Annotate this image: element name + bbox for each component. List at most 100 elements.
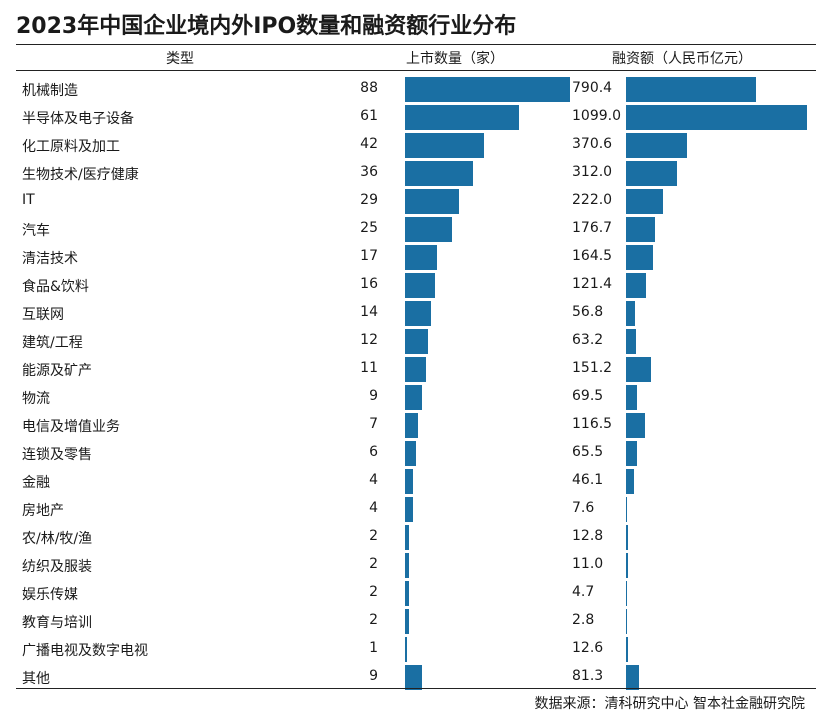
amount-value-label: 63.2 <box>572 332 604 348</box>
amount-value-label: 7.6 <box>572 500 595 516</box>
amount-bar <box>626 385 638 410</box>
amount-value-label: 65.5 <box>572 444 604 460</box>
amount-value-label: 11.0 <box>572 556 604 572</box>
amount-bar <box>626 525 629 550</box>
amount-value-label: 2.8 <box>572 612 595 628</box>
amount-value-label: 370.6 <box>572 136 613 152</box>
count-value-label: 88 <box>360 80 378 96</box>
footer-rule <box>16 688 816 689</box>
amount-bar <box>626 553 628 578</box>
count-value-label: 1 <box>369 640 378 656</box>
count-bar <box>405 469 413 494</box>
amount-value-label: 116.5 <box>572 416 613 432</box>
category-label: 广播电视及数字电视 <box>22 643 148 659</box>
amount-value-label: 69.5 <box>572 388 604 404</box>
category-label: IT <box>22 192 35 208</box>
table-row: 物流 9 69.5 <box>0 384 825 412</box>
amount-bar <box>626 637 629 662</box>
amount-bar <box>626 133 688 158</box>
count-value-label: 16 <box>360 276 378 292</box>
table-row: 教育与培训 2 2.8 <box>0 608 825 636</box>
category-label: 半导体及电子设备 <box>22 111 134 127</box>
category-label: 娱乐传媒 <box>22 587 78 603</box>
amount-bar <box>626 609 627 634</box>
count-value-label: 2 <box>369 584 378 600</box>
count-bar <box>405 497 413 522</box>
header-top-rule <box>16 44 816 45</box>
table-row: 金融 4 46.1 <box>0 468 825 496</box>
count-value-label: 12 <box>360 332 378 348</box>
table-row: 纺织及服装 2 11.0 <box>0 552 825 580</box>
amount-value-label: 222.0 <box>572 192 613 208</box>
count-bar <box>405 301 432 326</box>
table-row: 机械制造 88 790.4 <box>0 76 825 104</box>
amount-bar <box>626 665 640 690</box>
category-label: 生物技术/医疗健康 <box>22 167 139 183</box>
amount-value-label: 81.3 <box>572 668 604 684</box>
amount-value-label: 1099.0 <box>572 108 621 124</box>
count-bar <box>405 189 460 214</box>
amount-bar <box>626 581 627 606</box>
table-row: 半导体及电子设备 61 1099.0 <box>0 104 825 132</box>
table-row: 互联网 14 56.8 <box>0 300 825 328</box>
category-label: 物流 <box>22 391 50 407</box>
count-bar <box>405 581 409 606</box>
category-label: 机械制造 <box>22 83 78 99</box>
amount-bar <box>626 245 654 270</box>
count-bar <box>405 217 452 242</box>
count-bar <box>405 273 435 298</box>
amount-value-label: 164.5 <box>572 248 613 264</box>
category-label: 纺织及服装 <box>22 559 92 575</box>
amount-value-label: 151.2 <box>572 360 613 376</box>
category-label: 电信及增值业务 <box>22 419 120 435</box>
table-row: 建筑/工程 12 63.2 <box>0 328 825 356</box>
category-label: 化工原料及加工 <box>22 139 120 155</box>
source-note: 数据来源：清科研究中心 智本社金融研究院 <box>534 696 805 712</box>
amount-bar <box>626 441 637 466</box>
table-row: 其他 9 81.3 <box>0 664 825 692</box>
count-bar <box>405 77 570 102</box>
category-label: 建筑/工程 <box>22 335 83 351</box>
amount-bar <box>626 77 757 102</box>
amount-bar <box>626 105 807 130</box>
table-row: 化工原料及加工 42 370.6 <box>0 132 825 160</box>
amount-bar <box>626 413 646 438</box>
category-label: 金融 <box>22 475 50 491</box>
table-row: 娱乐传媒 2 4.7 <box>0 580 825 608</box>
count-bar <box>405 553 409 578</box>
table-row: 生物技术/医疗健康 36 312.0 <box>0 160 825 188</box>
amount-bar <box>626 357 651 382</box>
table-row: 农/林/牧/渔 2 12.8 <box>0 524 825 552</box>
table-row: 广播电视及数字电视 1 12.6 <box>0 636 825 664</box>
amount-value-label: 12.6 <box>572 640 604 656</box>
count-value-label: 9 <box>369 388 378 404</box>
amount-value-label: 121.4 <box>572 276 613 292</box>
count-bar <box>405 105 520 130</box>
amount-value-label: 4.7 <box>572 584 595 600</box>
count-bar <box>405 133 484 158</box>
table-row: 电信及增值业务 7 116.5 <box>0 412 825 440</box>
category-label: 互联网 <box>22 307 64 323</box>
count-value-label: 6 <box>369 444 378 460</box>
count-bar <box>405 609 409 634</box>
count-value-label: 36 <box>360 164 378 180</box>
amount-value-label: 790.4 <box>572 80 613 96</box>
count-value-label: 61 <box>360 108 378 124</box>
amount-value-label: 46.1 <box>572 472 604 488</box>
count-value-label: 29 <box>360 192 378 208</box>
category-label: 清洁技术 <box>22 251 78 267</box>
count-bar <box>405 385 422 410</box>
table-row: 清洁技术 17 164.5 <box>0 244 825 272</box>
count-bar <box>405 413 419 438</box>
category-label: 农/林/牧/渔 <box>22 531 93 547</box>
chart-title: 2023年中国企业境内外IPO数量和融资额行业分布 <box>16 14 517 39</box>
count-bar <box>405 161 473 186</box>
amount-column-header: 融资额（人民币亿元） <box>612 51 752 67</box>
count-value-label: 9 <box>369 668 378 684</box>
count-value-label: 42 <box>360 136 378 152</box>
count-column-header: 上市数量（家） <box>406 51 504 67</box>
table-row: 房地产 4 7.6 <box>0 496 825 524</box>
category-label: 教育与培训 <box>22 615 92 631</box>
table-row: 汽车 25 176.7 <box>0 216 825 244</box>
